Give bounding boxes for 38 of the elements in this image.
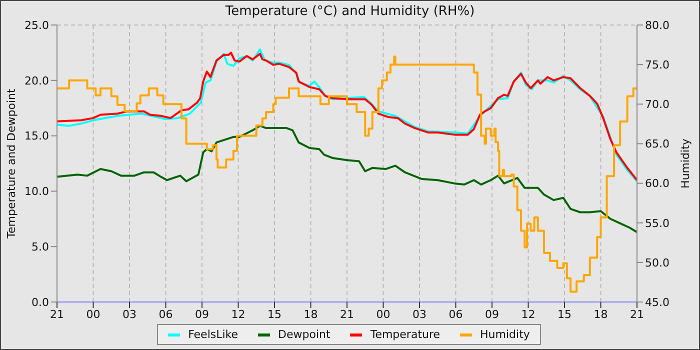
y2-tick-label: 70.0 <box>645 98 670 112</box>
y-tick-label: 20.0 <box>24 74 49 88</box>
y-axis-title: Temperature and Dewpoint <box>4 88 18 240</box>
y2-tick-label: 60.0 <box>645 177 670 190</box>
y-tick-label: 25.0 <box>24 18 49 32</box>
x-tick-label: 09 <box>195 308 209 321</box>
y-tick-label: 5.0 <box>32 240 49 254</box>
y2-tick-label: 75.0 <box>645 58 670 72</box>
x-tick-label: 03 <box>122 308 136 321</box>
x-tick-label: 06 <box>158 308 173 321</box>
x-tick-label: 09 <box>485 308 499 321</box>
x-tick-label: 21 <box>340 308 354 321</box>
x-tick-label: 12 <box>521 308 536 321</box>
x-tick-label: 21 <box>50 308 64 321</box>
y2-axis-title: Humidity <box>678 138 692 188</box>
legend-label: Humidity <box>480 328 530 341</box>
x-tick-label: 18 <box>304 308 318 321</box>
legend-label: Temperature <box>370 328 440 341</box>
y-tick-label: 0.0 <box>32 296 49 309</box>
legend-label: FeelsLike <box>188 328 238 341</box>
y-tick-label: 15.0 <box>24 130 49 143</box>
y2-tick-label: 55.0 <box>645 216 670 230</box>
x-tick-label: 12 <box>231 308 246 321</box>
x-tick-label: 18 <box>594 308 608 321</box>
x-tick-label: 15 <box>558 308 572 321</box>
legend-label: Dewpoint <box>278 328 330 341</box>
x-tick-label: 06 <box>448 308 463 321</box>
y2-tick-label: 80.0 <box>645 18 670 32</box>
y2-tick-label: 45.0 <box>645 296 670 309</box>
x-tick-label: 15 <box>268 308 282 321</box>
x-tick-label: 00 <box>86 308 100 321</box>
y-tick-label: 10.0 <box>24 185 49 198</box>
x-tick-label: 00 <box>376 308 390 321</box>
x-tick-label: 21 <box>630 308 644 321</box>
y2-tick-label: 65.0 <box>645 138 670 151</box>
y2-tick-label: 50.0 <box>645 256 670 270</box>
chart-title: Temperature (°C) and Humidity (RH%) <box>224 4 476 19</box>
x-tick-label: 03 <box>412 308 426 321</box>
